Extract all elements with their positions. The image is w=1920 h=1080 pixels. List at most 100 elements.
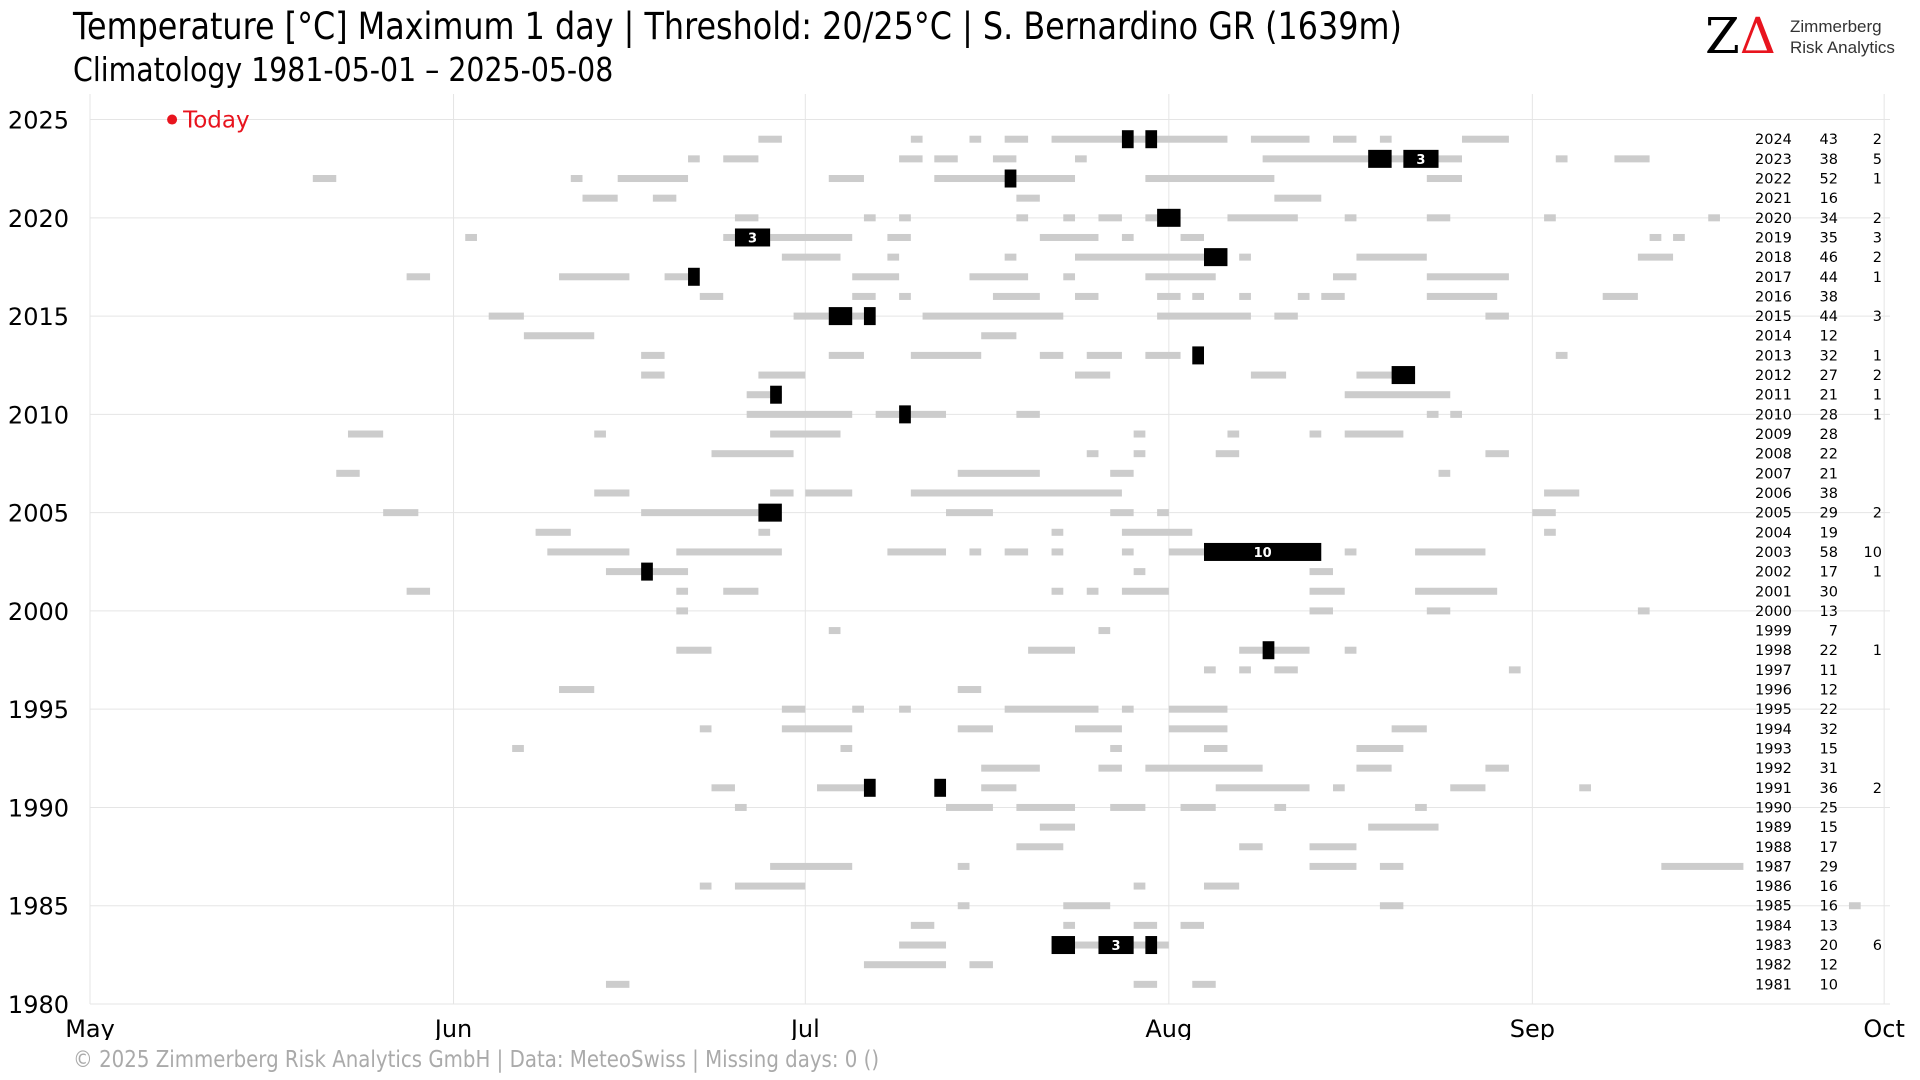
- light-bar: [1204, 744, 1228, 752]
- stat-year: 2019: [1755, 230, 1792, 246]
- y-tick-label: 1985: [8, 893, 69, 921]
- light-bar: [1415, 803, 1427, 811]
- dark-bar: [863, 778, 876, 797]
- stat-events: 6: [1873, 938, 1882, 954]
- dark-bar: [934, 778, 947, 797]
- light-bar: [1086, 351, 1122, 359]
- stat-year: 2024: [1755, 132, 1792, 148]
- dark-bar: [1192, 346, 1205, 365]
- light-bar: [1309, 587, 1345, 595]
- chart-subtitle: Climatology 1981-05-01 – 2025-05-08: [73, 50, 614, 89]
- stat-year: 2000: [1755, 604, 1792, 620]
- light-bar: [992, 155, 1017, 163]
- light-bar: [723, 587, 759, 595]
- stat-events: 3: [1873, 309, 1882, 325]
- light-bar: [336, 469, 360, 477]
- stat-year: 2009: [1755, 427, 1792, 443]
- dark-bar: [758, 503, 782, 522]
- light-bar: [1544, 489, 1580, 497]
- stat-year: 2014: [1755, 329, 1792, 345]
- light-bar: [312, 175, 337, 183]
- stat-days: 17: [1820, 565, 1838, 581]
- stat-events: 2: [1873, 132, 1882, 148]
- light-bar: [512, 744, 524, 752]
- stat-year: 1994: [1755, 722, 1792, 738]
- light-bar: [547, 548, 630, 556]
- dark-bar: [1204, 542, 1322, 561]
- dark-bar: [1157, 208, 1181, 227]
- stat-year: 1999: [1755, 624, 1792, 640]
- light-bar: [863, 961, 947, 969]
- light-bar: [1192, 980, 1216, 988]
- light-bar: [605, 980, 630, 988]
- footer-credit: © 2025 Zimmerberg Risk Analytics GmbH | …: [73, 1047, 880, 1073]
- stat-days: 27: [1820, 368, 1838, 384]
- stat-days: 12: [1820, 329, 1838, 345]
- light-bar: [1121, 528, 1193, 536]
- logo-line-1: Zimmerberg: [1790, 17, 1882, 36]
- light-bar: [1133, 430, 1146, 438]
- light-bar: [852, 705, 864, 713]
- light-bar: [1121, 548, 1134, 556]
- stat-events: 1: [1873, 565, 1882, 581]
- y-tick-label: 1990: [8, 794, 69, 822]
- light-bar: [594, 430, 606, 438]
- light-bar: [946, 509, 993, 517]
- light-bar: [1028, 646, 1076, 654]
- light-bar: [1321, 292, 1345, 300]
- light-bar: [1110, 744, 1122, 752]
- dark-bar: [863, 307, 876, 326]
- light-bar: [805, 489, 853, 497]
- light-bar: [1485, 764, 1509, 772]
- light-bar: [1344, 646, 1357, 654]
- light-bar: [1063, 921, 1076, 929]
- light-bar: [1368, 823, 1439, 831]
- light-bar: [957, 469, 1040, 477]
- light-bar: [910, 135, 923, 143]
- light-bar: [1426, 273, 1509, 281]
- x-tick-label: Jun: [433, 1015, 473, 1040]
- light-bar: [828, 175, 864, 183]
- light-bar: [981, 784, 1017, 792]
- light-bar: [1274, 666, 1298, 674]
- light-bar: [1004, 135, 1029, 143]
- light-bar: [770, 489, 794, 497]
- dark-bar: [828, 307, 853, 326]
- y-tick-label: 2000: [8, 598, 69, 626]
- stat-year: 2004: [1755, 525, 1792, 541]
- y-tick-label: 2025: [8, 107, 69, 135]
- light-bar: [1016, 410, 1040, 418]
- light-bar: [1086, 587, 1099, 595]
- light-bar: [676, 587, 689, 595]
- light-bar: [570, 175, 583, 183]
- stat-year: 2007: [1755, 466, 1792, 482]
- dark-bar: [734, 228, 771, 247]
- light-bar: [1309, 862, 1357, 870]
- light-bar: [1004, 548, 1029, 556]
- dark-bar: [1004, 169, 1017, 188]
- light-bar: [1075, 155, 1087, 163]
- stat-days: 22: [1820, 643, 1838, 659]
- light-bar: [1039, 351, 1064, 359]
- light-bar: [1075, 371, 1111, 379]
- light-bar: [1239, 843, 1263, 851]
- light-bar: [1637, 253, 1674, 261]
- light-bar: [1039, 233, 1099, 241]
- stat-days: 16: [1820, 879, 1838, 895]
- y-tick-label: 2010: [8, 401, 69, 429]
- light-bar: [1661, 862, 1744, 870]
- stat-days: 35: [1820, 230, 1838, 246]
- light-bar: [899, 214, 911, 222]
- stat-year: 1981: [1755, 977, 1792, 993]
- stat-year: 2002: [1755, 565, 1792, 581]
- light-bar: [1098, 214, 1122, 222]
- light-bar: [1532, 509, 1556, 517]
- light-bar: [1239, 292, 1251, 300]
- light-bar: [1145, 764, 1263, 772]
- light-bar: [1239, 253, 1251, 261]
- light-bar: [817, 784, 864, 792]
- light-bar: [1544, 528, 1556, 536]
- light-bar: [1450, 784, 1486, 792]
- stat-days: 12: [1820, 683, 1838, 699]
- light-bar: [1344, 391, 1451, 399]
